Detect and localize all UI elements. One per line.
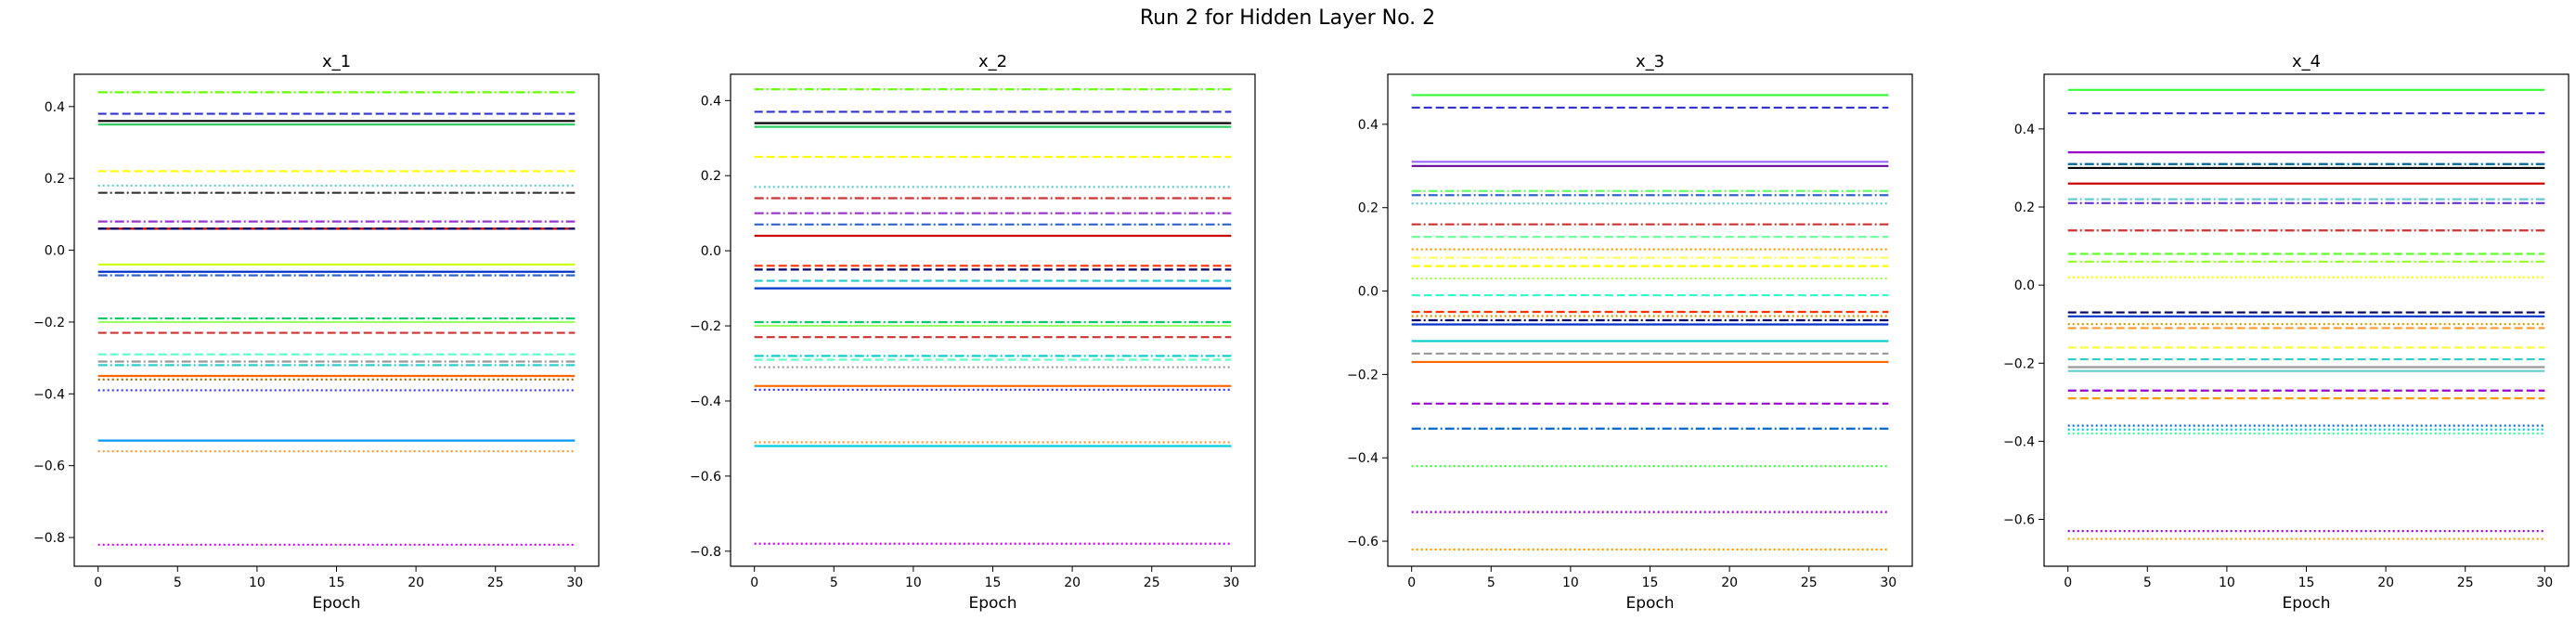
- y-tick-label: −0.2: [1347, 368, 1379, 382]
- subplot-title: x_3: [1636, 52, 1664, 71]
- x-tick-label: 5: [174, 576, 182, 590]
- y-tick-label: 0.4: [1358, 118, 1379, 133]
- x-tick-label: 20: [1064, 576, 1081, 590]
- x-tick-label: 15: [329, 576, 345, 590]
- y-tick-label: −0.6: [690, 470, 721, 485]
- subplot-3: x_3 0 5 10 15 20 25 30 −0.6 −0.4 −0.2 0.0 0.2 0.4 Epoc…: [1347, 52, 1913, 613]
- y-tick-label: 0.0: [701, 244, 721, 259]
- y-tick-label: −0.8: [690, 545, 721, 560]
- x-tick-label: 0: [2064, 576, 2072, 590]
- x-tick-label: 5: [1487, 576, 1495, 590]
- x-tick-label: 0: [1407, 576, 1416, 590]
- x-tick-label: 10: [2219, 576, 2235, 590]
- x-tick-label: 10: [1562, 576, 1579, 590]
- y-tick-label: 0.4: [45, 100, 65, 115]
- x-axis-label: Epoch: [1625, 594, 1674, 613]
- axes-frame: [730, 73, 1256, 567]
- subplot-4: x_4 0 5 10 15 20 25 30 −0.6 −0.4 −0.2 0.0 0.2 0.4 Epoc…: [2003, 52, 2570, 613]
- y-tick-label: −0.2: [2003, 356, 2035, 371]
- subplot-title: x_2: [978, 52, 1007, 71]
- x-tick-label: 5: [830, 576, 838, 590]
- axes-frame: [2043, 73, 2570, 567]
- x-tick-label: 30: [566, 576, 583, 590]
- x-tick-label: 15: [2298, 576, 2315, 590]
- y-tick-label: 0.0: [45, 244, 65, 259]
- y-tick-label: −0.6: [33, 459, 65, 474]
- x-tick-label: 25: [487, 576, 504, 590]
- y-tick-label: −0.2: [690, 319, 721, 334]
- y-tick-label: −0.6: [1347, 535, 1379, 550]
- y-tick-label: 0.2: [1358, 201, 1379, 216]
- y-tick-label: −0.8: [33, 531, 65, 546]
- axes-frame: [73, 73, 600, 567]
- x-axis-label: Epoch: [968, 594, 1016, 613]
- y-tick-label: −0.2: [33, 316, 65, 330]
- y-tick-label: −0.4: [33, 387, 65, 402]
- y-tick-label: 0.2: [2014, 201, 2035, 215]
- y-tick-label: −0.4: [690, 395, 721, 409]
- y-tick-label: −0.4: [1347, 451, 1379, 466]
- x-tick-label: 30: [1223, 576, 1239, 590]
- x-tick-label: 0: [94, 576, 102, 590]
- series-group: [754, 88, 1232, 545]
- subplot-2: x_2 0 5 10 15 20 25 30 −0.8 −0.6 −0.4 −0.2 0.0 0.2 0.4…: [690, 52, 1256, 613]
- y-tick-label: 0.0: [2014, 278, 2035, 293]
- x-axis-label: Epoch: [2282, 594, 2330, 613]
- x-tick-label: 15: [1642, 576, 1659, 590]
- y-tick-label: 0.4: [701, 94, 721, 109]
- x-tick-label: 20: [1721, 576, 1738, 590]
- subplot-title: x_1: [322, 52, 351, 71]
- y-tick-label: 0.4: [2014, 123, 2035, 137]
- x-tick-label: 20: [2377, 576, 2394, 590]
- series-group: [97, 91, 576, 546]
- y-tick-label: 0.0: [1358, 285, 1379, 300]
- y-tick-label: −0.6: [2003, 513, 2035, 528]
- series-group: [1411, 94, 1889, 551]
- y-tick-label: 0.2: [45, 172, 65, 187]
- x-tick-label: 15: [985, 576, 1002, 590]
- x-tick-label: 10: [905, 576, 922, 590]
- figure-title: Run 2 for Hidden Layer No. 2: [1140, 6, 1435, 30]
- y-tick-label: −0.4: [2003, 434, 2035, 449]
- subplot-1: x_1 0 5 10 15 20 25 30 −0.8 −0.6 −0.4 −0.2 0.0 0.2 0.4…: [33, 52, 600, 613]
- subplot-title: x_4: [2292, 52, 2321, 71]
- y-tick-label: 0.2: [701, 169, 721, 184]
- x-tick-label: 0: [750, 576, 758, 590]
- x-tick-label: 30: [1880, 576, 1896, 590]
- x-tick-label: 25: [2457, 576, 2474, 590]
- x-axis-label: Epoch: [312, 594, 360, 613]
- x-tick-label: 25: [1801, 576, 1818, 590]
- subplot-grid: x_1 0 5 10 15 20 25 30 −0.8 −0.6 −0.4 −0.2 0.0 0.2 0.4…: [33, 52, 2570, 613]
- x-tick-label: 30: [2536, 576, 2553, 590]
- series-group: [2067, 88, 2545, 540]
- x-tick-label: 25: [1144, 576, 1160, 590]
- x-tick-label: 5: [2143, 576, 2152, 590]
- x-tick-label: 20: [408, 576, 424, 590]
- x-tick-label: 10: [249, 576, 265, 590]
